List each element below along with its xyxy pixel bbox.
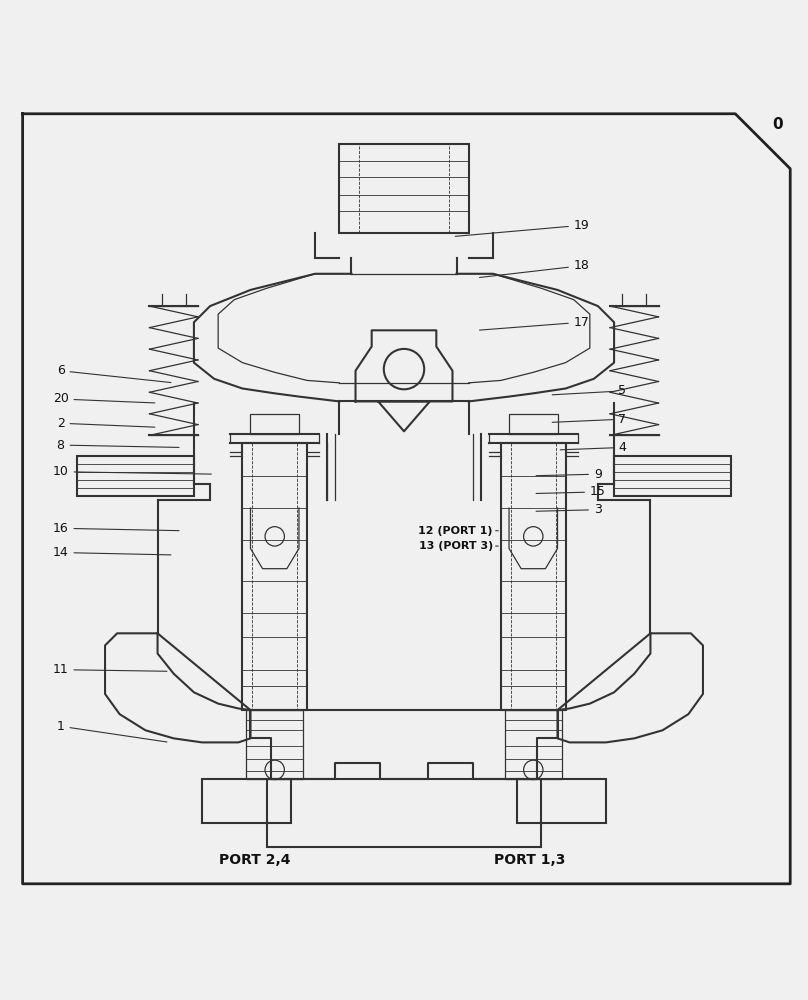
Text: PORT 1,3: PORT 1,3 — [494, 853, 565, 867]
Text: 14: 14 — [53, 546, 171, 559]
Bar — [517, 779, 606, 823]
Bar — [501, 443, 566, 710]
Polygon shape — [23, 114, 790, 884]
Text: 13 (PORT 3): 13 (PORT 3) — [419, 541, 493, 551]
Text: 7: 7 — [552, 413, 626, 426]
Text: 5: 5 — [552, 384, 626, 397]
Text: 18: 18 — [479, 259, 590, 277]
Bar — [250, 414, 299, 434]
Text: 3: 3 — [536, 503, 602, 516]
Text: 9: 9 — [536, 468, 602, 481]
Bar — [614, 456, 731, 496]
Bar — [267, 779, 541, 847]
Text: 20: 20 — [53, 392, 155, 406]
Text: 0: 0 — [772, 117, 783, 132]
Text: 12 (PORT 1): 12 (PORT 1) — [419, 526, 493, 536]
Bar — [202, 779, 291, 823]
Bar — [246, 710, 303, 779]
Text: 1: 1 — [57, 720, 167, 742]
Text: 17: 17 — [479, 316, 590, 330]
Text: 16: 16 — [53, 522, 179, 535]
Bar — [242, 443, 307, 710]
Text: 11: 11 — [53, 663, 167, 676]
Text: 15: 15 — [536, 485, 606, 498]
Bar — [77, 456, 194, 496]
Text: 8: 8 — [57, 439, 179, 452]
Text: 6: 6 — [57, 364, 171, 383]
Text: 10: 10 — [53, 465, 212, 478]
Text: 2: 2 — [57, 417, 155, 430]
Bar — [339, 144, 469, 233]
Text: PORT 2,4: PORT 2,4 — [219, 853, 290, 867]
Bar — [505, 710, 562, 779]
Bar — [509, 414, 558, 434]
Text: 19: 19 — [455, 219, 590, 236]
Text: 4: 4 — [560, 441, 626, 454]
